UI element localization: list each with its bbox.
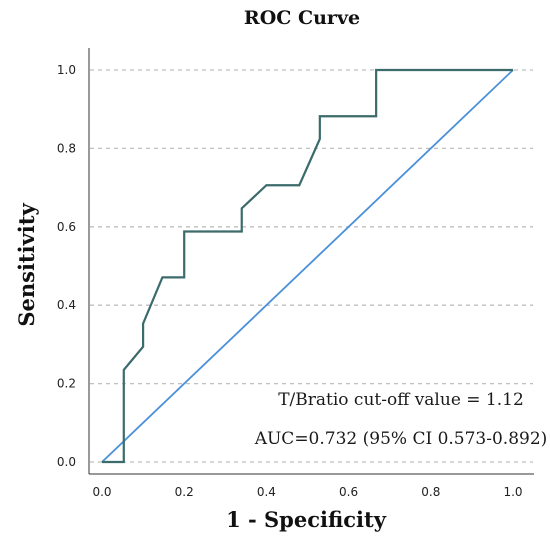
x-tick-label: 0.8	[421, 485, 440, 499]
cutoff-annotation: T/Bratio cut-off value = 1.12	[278, 390, 524, 410]
y-tick-label: 0.8	[57, 141, 76, 155]
chart-title: ROC Curve	[244, 7, 360, 29]
roc-curve-line	[102, 68, 513, 464]
x-tick-label: 1.0	[503, 485, 522, 499]
x-tick-label: 0.0	[92, 485, 111, 499]
y-tick-label: 0.6	[57, 220, 76, 234]
x-tick-label: 0.2	[175, 485, 194, 499]
x-tick-label: 0.4	[257, 485, 276, 499]
y-tick-label: 0.0	[57, 455, 76, 469]
y-axis-title: Sensitivity	[14, 203, 39, 327]
y-tick-label: 1.0	[57, 63, 76, 77]
series	[101, 68, 514, 464]
y-tick-label: 0.2	[57, 377, 76, 391]
x-axis-title: 1 - Specificity	[226, 507, 387, 532]
auc-annotation: AUC=0.732 (95% CI 0.573-0.892)	[254, 429, 548, 449]
reference-diagonal-line	[101, 69, 514, 463]
tick-labels: 0.0 0.2 0.4 0.6 0.8 1.0 0.0 0.2 0.4 0.6 0.8 1.0	[57, 63, 523, 499]
x-tick-label: 0.6	[339, 485, 358, 499]
y-tick-label: 0.4	[57, 298, 76, 312]
